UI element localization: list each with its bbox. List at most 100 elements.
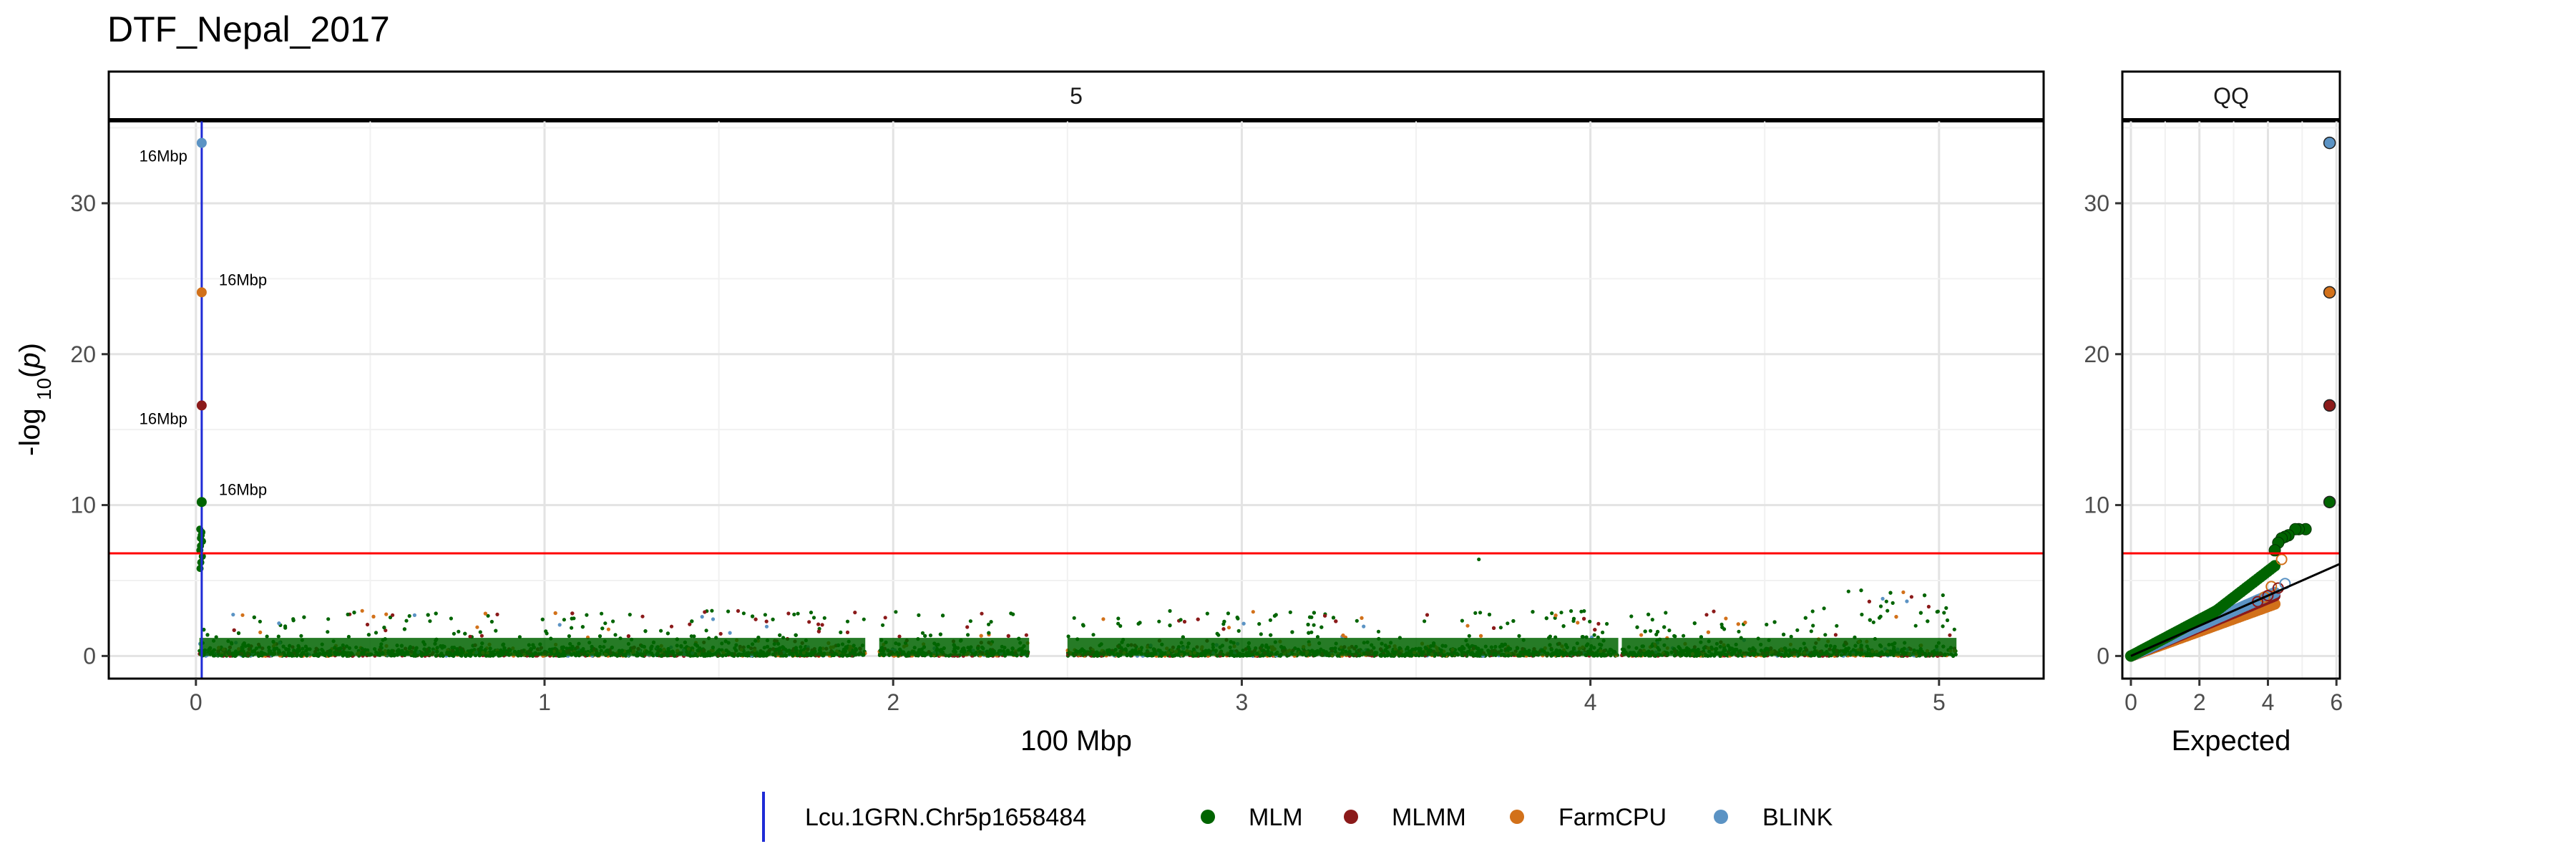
point-mlm [1157,619,1161,623]
point-mlm [862,617,866,621]
point-farmcpu [1251,610,1255,614]
point-mlmm [703,610,707,614]
point-farmcpu [1724,616,1728,621]
point-mlm [1235,615,1239,620]
point-mlmm [1704,613,1709,617]
point-farmcpu [1576,621,1580,625]
point-mlm [1772,620,1777,624]
point-mlmm [1425,613,1430,617]
point-mlm [434,611,438,616]
point-blink [412,613,417,618]
point-mlm [1941,624,1945,629]
point-mlm [1216,633,1221,637]
point-mlm [346,612,350,617]
point-mlm [1664,611,1668,615]
point-mlm [1646,612,1651,616]
point-farmcpu [606,627,611,631]
point-mlm [1506,621,1510,626]
point-mlmm [1323,613,1327,618]
point-mlm [1312,611,1316,615]
point-mlm [792,612,796,617]
point-mlm [1809,629,1813,634]
point-mlmm [1596,621,1601,626]
point-mlm [689,634,693,639]
point-blink [231,613,235,617]
point-mlm [665,631,670,636]
point-mlm [1511,618,1516,623]
point-farmcpu [1360,616,1364,620]
point-mlm [1226,611,1230,616]
point-mlm [1592,633,1596,637]
point-mlm [1116,616,1121,621]
point-mlm [1011,612,1015,616]
point-mlmm [669,624,674,629]
point-mlmm [980,611,984,616]
point-mlm [1423,619,1427,623]
point-blink [711,617,716,621]
manhattan-grid [109,120,2044,679]
manhattan-strip [107,70,2045,122]
point-mlm [1222,619,1226,623]
point-mlmm [1182,619,1187,624]
point-mlmm [688,622,692,626]
point-mlm [457,629,461,634]
point-mlmm [1833,633,1838,637]
point-farmcpu [979,634,983,638]
point-mlm [1913,623,1918,628]
point-mlm [822,616,826,620]
point-mlm [1945,618,1950,623]
point-farmcpu [483,611,488,616]
point-farmcpu [1736,622,1740,626]
point-mlm [1944,606,1948,611]
point-mlm [938,632,942,636]
point-mlm [407,613,411,618]
point-mlmm [897,634,902,639]
point-mlm [382,626,386,630]
point-mlm [1588,619,1592,623]
point-mlm [1795,628,1800,632]
point-mlm [1835,623,1839,628]
point-mlm [1517,634,1521,639]
point-mlmm [640,614,645,618]
point-mlm [236,631,241,636]
point-mlm [299,634,303,638]
point-mlm [920,631,925,635]
point-mlm [1544,616,1548,621]
point-mlm [809,611,814,615]
point-mlm [1649,629,1653,633]
point-mlm [570,626,574,630]
point-mlm [494,629,498,633]
point-farmcpu [240,613,245,617]
point-mlm [1478,611,1483,615]
point-mlm [1309,630,1314,634]
point-mlm [202,628,206,632]
point-mlm [928,634,933,638]
point-mlm [1168,608,1172,613]
point-mlmm [1334,619,1338,623]
point-blink [700,615,704,619]
point-mlm [452,631,457,636]
point-mlm [1737,629,1741,634]
point-mlmm [479,634,484,638]
point-mlm [1268,618,1272,622]
point-mlm [778,633,782,637]
point-mlm [1091,633,1096,637]
point-mlm [205,633,210,637]
point-mlm [486,613,490,618]
point-farmcpu [258,630,263,635]
point-mlm [1257,622,1262,626]
point-mlm [1168,623,1172,628]
point-mlm [659,629,663,633]
point-mlm [1682,634,1686,638]
point-mlm [388,615,393,620]
point-mlm [326,617,331,621]
point-mlmm [816,622,821,626]
point-mlm [1650,618,1654,622]
point-mlm [1885,608,1890,613]
point-mlm [1473,611,1478,616]
point-mlmm [1582,616,1586,621]
manhattan-strip-label: 5 [1070,83,1083,109]
point-mlm [796,611,800,616]
point-mlm [600,626,605,631]
point-mlm [989,620,993,624]
